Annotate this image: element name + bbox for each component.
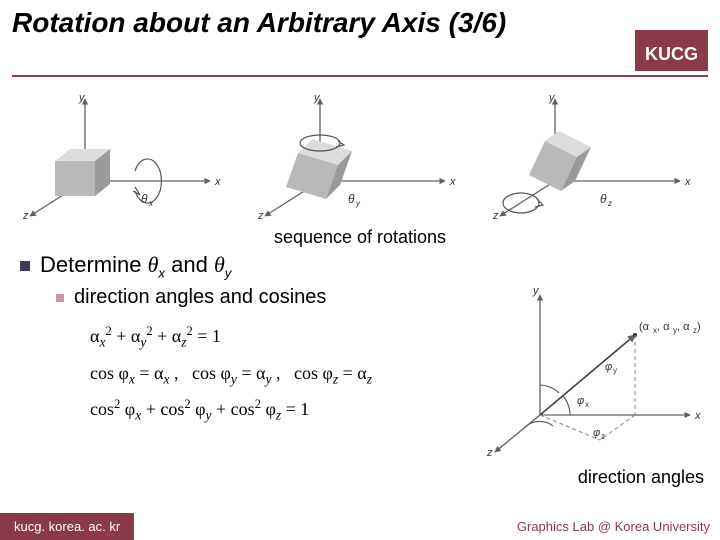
svg-text:z: z bbox=[22, 210, 29, 221]
direction-angles-figure-block: x y z (α x , α y , α z ) φx φy φz direct… bbox=[485, 280, 710, 488]
bullet-text: Determine θx and θy bbox=[40, 252, 231, 280]
svg-text:): ) bbox=[697, 321, 701, 333]
direction-angles-figure: x y z (α x , α y , α z ) φx φy φz bbox=[485, 280, 710, 460]
svg-text:y: y bbox=[355, 199, 361, 208]
svg-text:, α: , α bbox=[657, 321, 670, 333]
svg-text:x: x bbox=[214, 176, 221, 188]
svg-text:φ: φ bbox=[605, 361, 612, 373]
svg-text:z: z bbox=[486, 447, 493, 459]
svg-text:x: x bbox=[694, 410, 701, 422]
svg-text:(α: (α bbox=[639, 321, 650, 333]
svg-text:φ: φ bbox=[593, 427, 600, 439]
rotation-fig-thetaz: x y z θ z bbox=[485, 91, 705, 221]
bullet-square-icon bbox=[20, 261, 30, 271]
svg-text:y: y bbox=[532, 285, 540, 297]
sub-bullet-square-icon bbox=[56, 294, 64, 302]
svg-text:x: x bbox=[684, 176, 691, 188]
footer-lab: Graphics Lab @ Korea University bbox=[507, 513, 720, 540]
svg-text:x: x bbox=[449, 176, 456, 188]
svg-text:z: z bbox=[607, 199, 612, 208]
svg-text:y: y bbox=[613, 366, 617, 375]
svg-text:z: z bbox=[601, 432, 605, 441]
rotation-fig-thetax: x y z θ x bbox=[15, 91, 235, 221]
footer: kucg. korea. ac. kr Graphics Lab @ Korea… bbox=[0, 513, 720, 540]
bullet-determine: Determine θx and θy bbox=[20, 252, 700, 280]
svg-text:φ: φ bbox=[577, 395, 584, 407]
svg-text:θ: θ bbox=[141, 192, 148, 206]
svg-text:z: z bbox=[492, 210, 499, 221]
svg-text:, α: , α bbox=[677, 321, 690, 333]
svg-text:z: z bbox=[257, 210, 264, 221]
page-title: Rotation about an Arbitrary Axis (3/6) bbox=[12, 8, 635, 39]
sequence-caption: sequence of rotations bbox=[0, 227, 720, 248]
header-rule bbox=[12, 75, 708, 77]
direction-angles-caption: direction angles bbox=[485, 467, 710, 488]
svg-text:x: x bbox=[148, 199, 154, 208]
svg-text:x: x bbox=[585, 400, 589, 409]
header: Rotation about an Arbitrary Axis (3/6) K… bbox=[0, 0, 720, 71]
svg-text:θ: θ bbox=[600, 192, 607, 206]
brand-badge: KUCG bbox=[635, 30, 708, 71]
svg-text:θ: θ bbox=[348, 192, 355, 206]
footer-url: kucg. korea. ac. kr bbox=[0, 513, 134, 540]
rotation-sequence-figures: x y z θ x x y z θ y x bbox=[10, 91, 710, 221]
rotation-fig-thetay: x y z θ y bbox=[250, 91, 470, 221]
